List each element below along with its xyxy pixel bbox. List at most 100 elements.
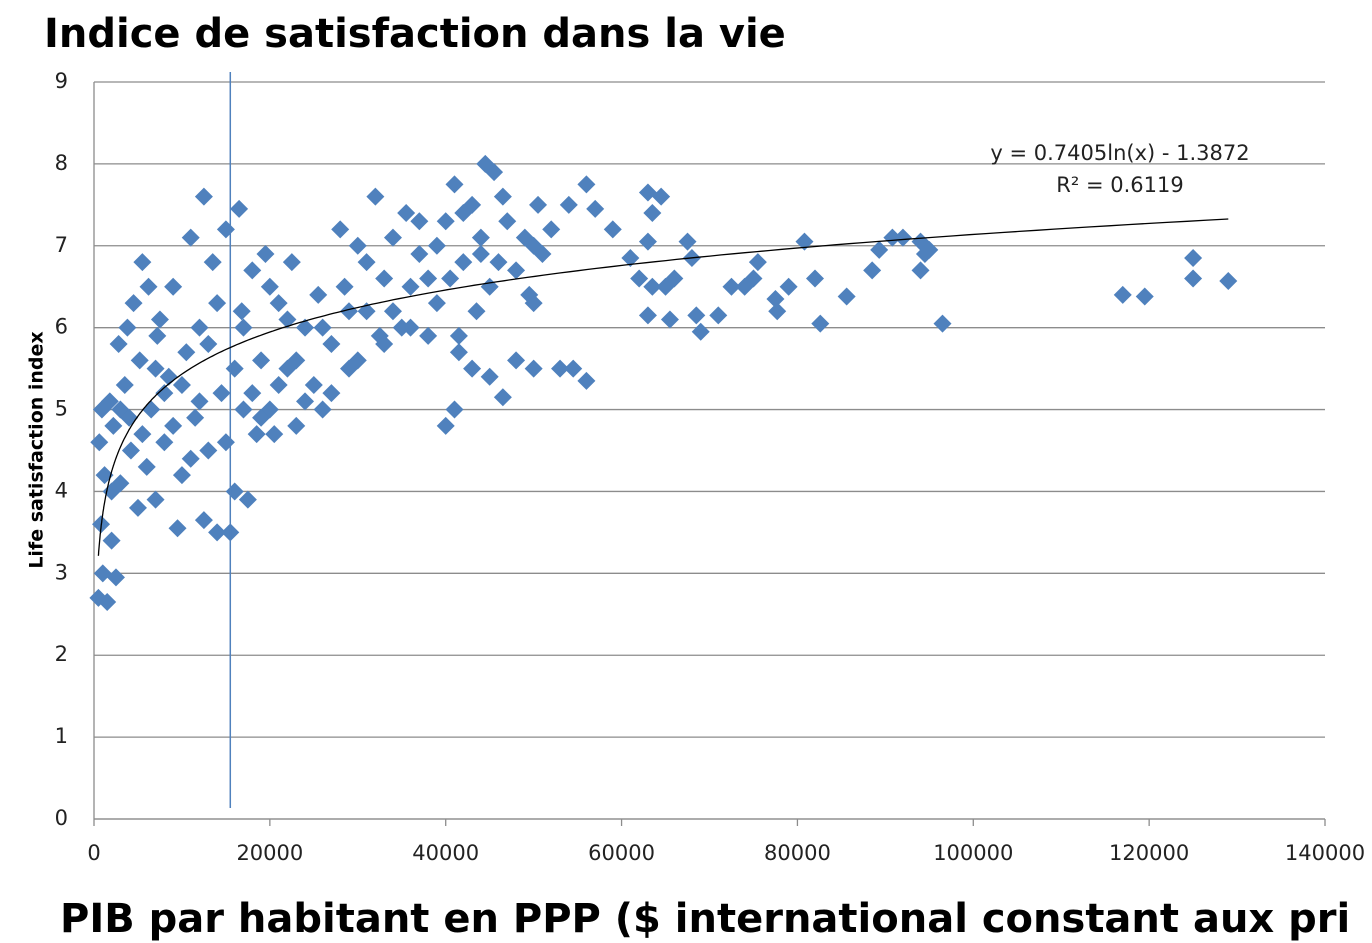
point <box>441 269 460 288</box>
point <box>375 335 394 354</box>
point <box>401 277 420 296</box>
point <box>638 232 657 251</box>
point <box>357 253 376 272</box>
point <box>243 261 262 280</box>
point <box>339 302 358 321</box>
point <box>322 335 341 354</box>
point <box>870 240 889 259</box>
y-tick-label: 0 <box>55 806 68 830</box>
point <box>190 392 209 411</box>
point <box>383 228 402 247</box>
point <box>194 511 213 530</box>
point <box>410 212 429 231</box>
point <box>383 302 402 321</box>
point <box>148 326 167 345</box>
point <box>630 269 649 288</box>
point <box>542 220 561 239</box>
point <box>449 326 468 345</box>
trendline-r-squared: R² = 0.6119 <box>1056 173 1183 197</box>
point <box>529 195 548 214</box>
point <box>348 236 367 255</box>
point <box>806 269 825 288</box>
point <box>216 433 235 452</box>
point <box>471 244 490 263</box>
point <box>331 220 350 239</box>
point <box>467 302 486 321</box>
point <box>744 269 763 288</box>
point <box>98 592 117 611</box>
point <box>678 232 697 251</box>
x-tick-label: 0 <box>87 841 100 865</box>
point <box>445 400 464 419</box>
point <box>190 318 209 337</box>
point <box>811 314 830 333</box>
point <box>252 408 271 427</box>
point <box>309 285 328 304</box>
point <box>766 290 785 309</box>
point <box>212 384 231 403</box>
point <box>256 244 275 263</box>
point <box>471 228 490 247</box>
point <box>322 384 341 403</box>
point <box>883 228 902 247</box>
point <box>181 449 200 468</box>
point <box>480 367 499 386</box>
point <box>282 253 301 272</box>
point <box>260 277 279 296</box>
point <box>709 306 728 325</box>
point <box>172 466 191 485</box>
point <box>920 240 939 259</box>
point <box>524 294 543 313</box>
point <box>287 351 306 370</box>
point <box>128 498 147 517</box>
y-tick-label: 1 <box>55 724 68 748</box>
point <box>643 277 662 296</box>
point <box>1184 269 1203 288</box>
y-tick-label: 4 <box>55 478 68 502</box>
point <box>203 253 222 272</box>
point <box>155 433 174 452</box>
point <box>90 433 109 452</box>
point <box>186 408 205 427</box>
trendline-equation: y = 0.7405ln(x) - 1.3872 <box>990 141 1249 165</box>
point <box>93 564 112 583</box>
point <box>551 359 570 378</box>
point <box>533 244 552 263</box>
x-tick-label: 120000 <box>1109 841 1189 865</box>
point <box>795 232 814 251</box>
point <box>146 490 165 509</box>
point <box>768 302 787 321</box>
point <box>106 568 125 587</box>
point <box>243 384 262 403</box>
point <box>643 204 662 223</box>
y-tick-label: 9 <box>55 69 68 93</box>
point <box>893 228 912 247</box>
point <box>419 326 438 345</box>
point <box>638 306 657 325</box>
point <box>172 375 191 394</box>
point <box>933 314 952 333</box>
x-tick-label: 60000 <box>588 841 655 865</box>
point <box>304 375 323 394</box>
y-tick-label: 6 <box>55 315 68 339</box>
point <box>586 199 605 218</box>
point <box>225 359 244 378</box>
point <box>722 277 741 296</box>
point <box>436 416 455 435</box>
point <box>837 287 856 306</box>
trendline <box>97 218 1229 556</box>
point <box>265 425 284 444</box>
x-tick-label: 140000 <box>1285 841 1365 865</box>
point <box>278 310 297 329</box>
point <box>348 351 367 370</box>
point <box>489 253 508 272</box>
point <box>493 187 512 206</box>
point <box>146 359 165 378</box>
point <box>130 351 149 370</box>
point <box>234 318 253 337</box>
point <box>216 220 235 239</box>
point <box>115 375 134 394</box>
point <box>397 204 416 223</box>
point <box>177 343 196 362</box>
